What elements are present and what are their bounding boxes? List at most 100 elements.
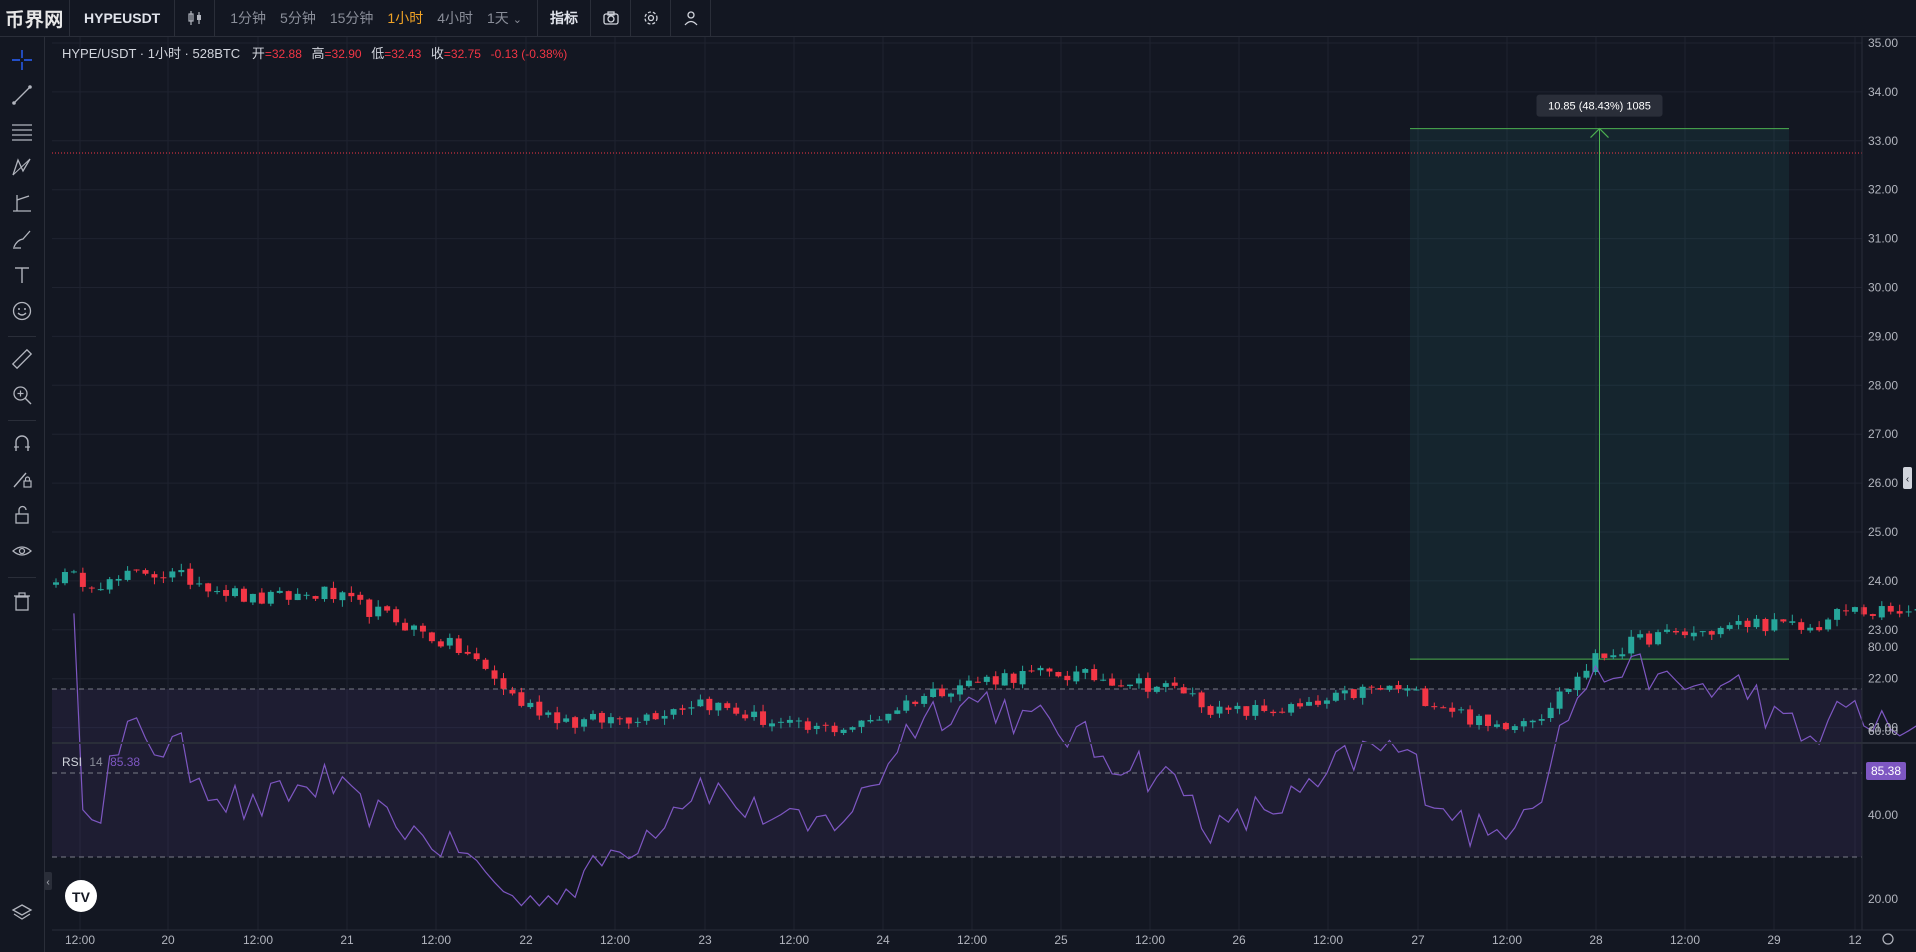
time-axis-label: 22 [519,933,533,947]
pattern-tool[interactable] [8,153,36,181]
chart-legend: HYPE/USDT · 1小时 · 528BTC 开=32.88 高=32.90… [62,46,567,61]
symbol-search-button[interactable]: HYPEUSDT [70,0,176,36]
candle [1789,614,1796,626]
magnet-tool[interactable] [8,429,36,457]
emoji-tool[interactable] [8,297,36,325]
interval-15m[interactable]: 15分钟 [329,10,374,26]
candle [1252,700,1259,721]
measure-projection-tool[interactable] [8,189,36,217]
candle [688,701,695,715]
price-axis-collapse-handle[interactable] [1903,467,1912,489]
candle-body [1306,701,1312,706]
candle [1753,614,1760,629]
candle-body [1699,631,1706,633]
candle-body [1359,686,1366,698]
candle-body [948,693,954,697]
candle [1502,721,1509,731]
candle [178,563,185,577]
candle [357,591,364,605]
drawing-mode-tool[interactable] [8,465,36,493]
candle-body [464,651,471,654]
indicators-button[interactable]: 指标 [538,0,592,36]
interval-1h[interactable]: 1小时 [387,10,424,26]
candle [509,686,516,696]
horizontal-lines-tool[interactable] [8,117,36,145]
candle-body [1019,671,1026,685]
candle [598,710,605,729]
legend-change: -0.13 (-0.38%) [491,47,568,61]
rsi-axis[interactable]: 80.00 60.00 40.00 20.00 [1868,640,1898,906]
candle-body [1860,607,1867,615]
account-button[interactable] [671,0,712,36]
candle-body [760,711,767,725]
candle-body [1476,715,1483,726]
trend-line-icon [12,85,32,105]
price-axis[interactable]: 35.00 34.00 33.00 32.00 31.00 30.00 29.00 28.00… [1861,36,1898,930]
candle [1744,618,1751,633]
candle [1592,649,1599,676]
candle [974,676,981,683]
candle-body [1225,707,1232,710]
time-axis-label: 29 [1767,933,1781,947]
candle-body [1386,685,1393,690]
candle-body [563,718,570,722]
interval-5m[interactable]: 5分钟 [280,10,316,26]
candle-body [1297,703,1304,707]
candle [214,586,221,595]
candle [563,714,570,723]
candle [1762,617,1769,636]
candle [1887,602,1894,615]
candle [939,684,946,698]
candle [1735,615,1742,630]
time-axis[interactable]: 12:00 20 12:00 21 12:00 22 12:00 23 12:00 24 12:00… [52,929,1916,947]
candle-body [903,700,910,711]
screenshot-button[interactable] [591,0,632,36]
candle-body [473,653,480,660]
candle-body [939,688,946,697]
left-panel-collapse-handle[interactable] [44,872,52,890]
interval-1d[interactable]: 1天 ⌄ [480,8,529,28]
candle-body [294,593,301,601]
time-axis-label: 25 [1054,933,1068,947]
candle-body [1413,689,1420,691]
candle [822,722,829,732]
candle-body [634,721,641,723]
ruler-tool[interactable] [8,345,36,373]
rsi-axis-label: 60.00 [1868,724,1898,738]
interval-1m[interactable]: 1分钟 [230,10,267,26]
candle-body [339,592,346,601]
candle-body [411,625,417,630]
time-axis-label: 12:00 [421,933,451,947]
crosshair-tool[interactable] [8,46,36,74]
candle [1440,705,1447,709]
candle [769,719,775,732]
chart-type-button[interactable] [175,0,216,36]
candle-body [1064,675,1071,681]
candle-body [974,681,981,683]
candle-body [1851,607,1858,612]
tradingview-logo[interactable] [65,880,97,912]
candle-body [1789,621,1796,623]
rsi-axis-label: 80.00 [1868,640,1898,654]
lock-drawings-tool[interactable] [8,501,36,529]
candle-body [276,590,283,593]
trend-line-tool[interactable] [8,81,36,109]
brush-tool[interactable] [8,225,36,253]
text-tool[interactable] [8,261,36,289]
candle-body [1377,688,1384,690]
zoom-in-tool[interactable] [8,381,36,409]
candle-body [178,570,185,573]
candle-body [455,638,462,653]
settings-button[interactable] [631,0,672,36]
interval-4h[interactable]: 4小时 [437,10,473,26]
toolbar-divider [8,577,36,578]
candle [1055,671,1062,678]
eye-icon [12,546,32,556]
hide-drawings-tool[interactable] [8,537,36,565]
candle-body [1135,678,1142,684]
time-axis-settings-icon[interactable] [1882,933,1894,945]
chevron-down-icon: ⌄ [512,14,523,26]
remove-drawings-tool[interactable] [8,587,36,615]
object-tree-button[interactable] [8,899,36,927]
